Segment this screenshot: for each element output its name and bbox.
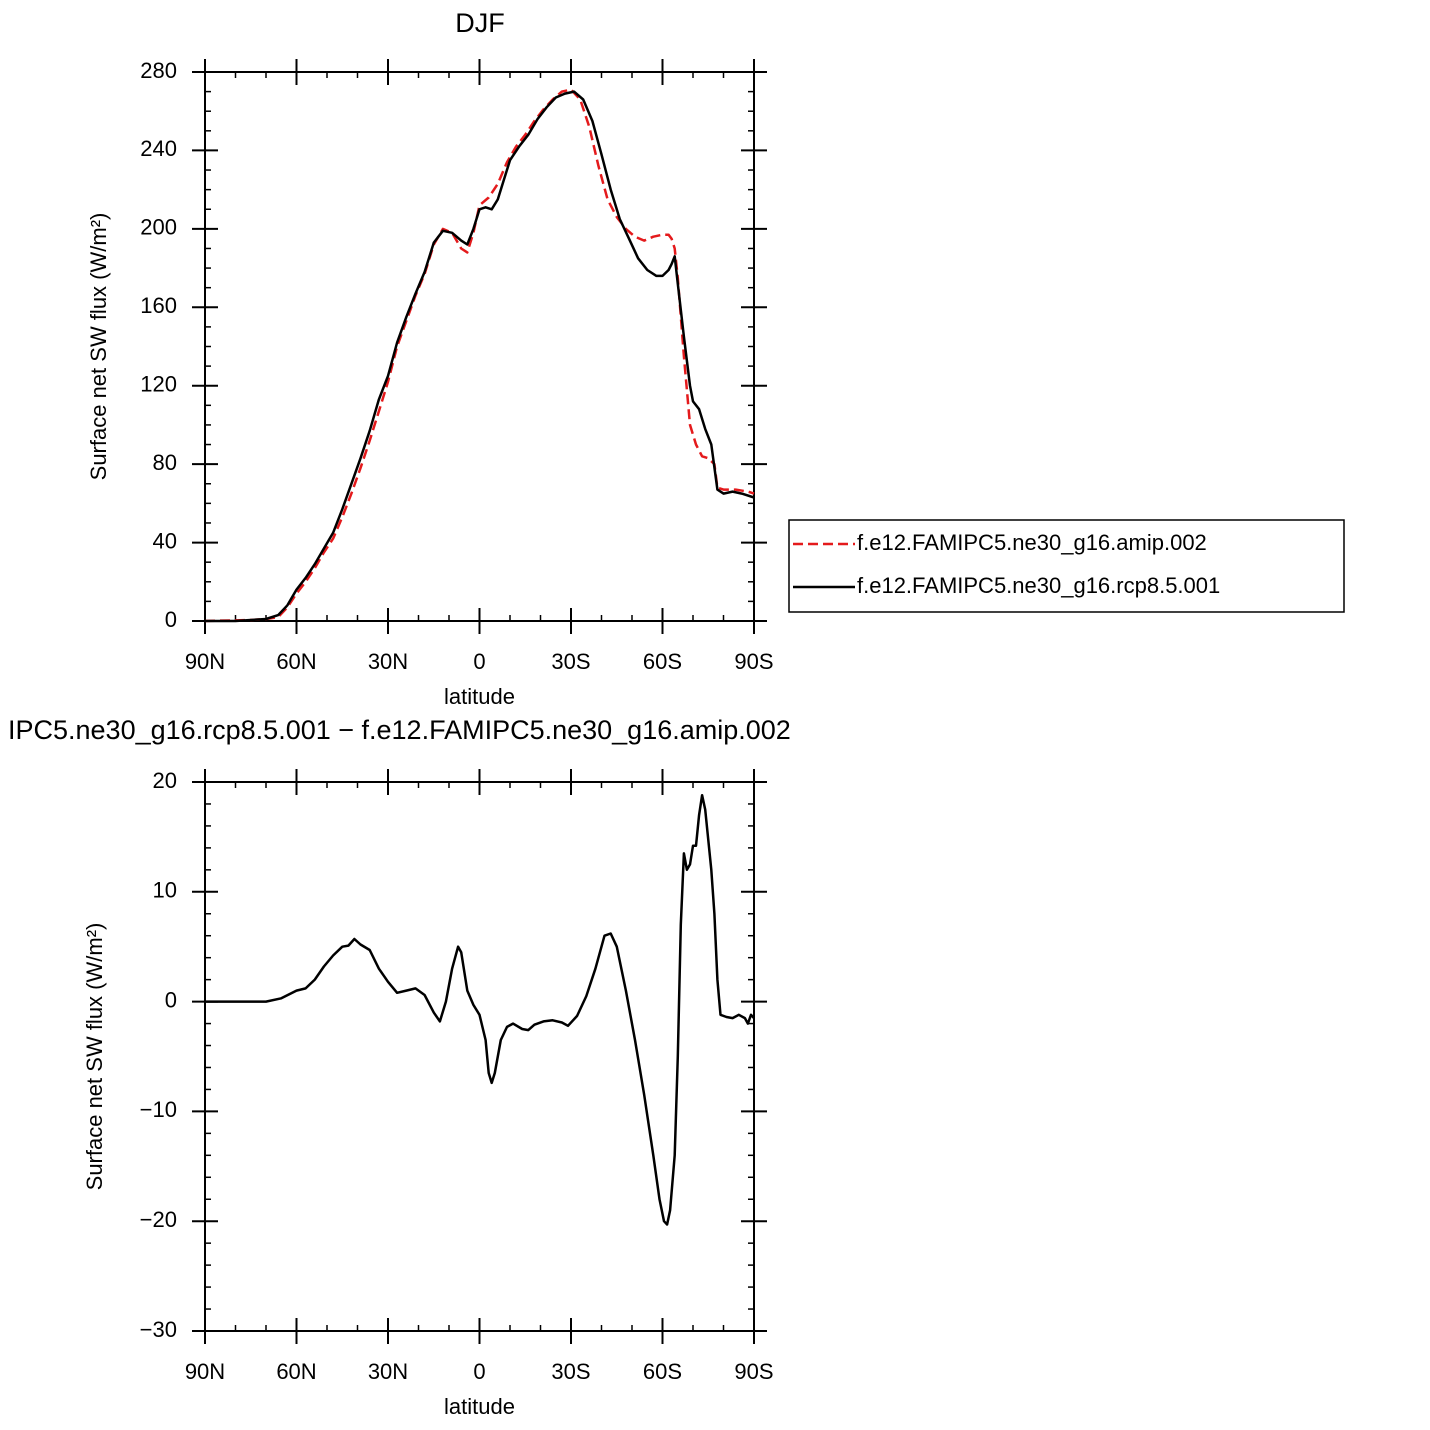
y-tick-label: −10 — [140, 1097, 177, 1122]
legend-label: f.e12.FAMIPC5.ne30_g16.rcp8.5.001 — [857, 573, 1220, 598]
y-tick-label: 20 — [153, 768, 177, 793]
x-axis-label: latitude — [444, 684, 515, 709]
series-line — [204, 88, 755, 623]
x-tick-label: 90N — [185, 649, 225, 674]
y-tick-label: 200 — [140, 215, 177, 240]
x-tick-label: 60S — [643, 1359, 682, 1384]
chart-title: IPC5.ne30_g16.rcp8.5.001 − f.e12.FAMIPC5… — [8, 715, 791, 745]
x-tick-label: 30N — [368, 649, 408, 674]
x-tick-label: 90N — [185, 1359, 225, 1384]
x-tick-label: 60N — [276, 1359, 316, 1384]
x-tick-label: 0 — [473, 649, 485, 674]
y-tick-label: 10 — [153, 878, 177, 903]
x-tick-label: 90S — [734, 649, 773, 674]
y-tick-label: 40 — [153, 528, 177, 553]
chart-title: DJF — [455, 8, 505, 38]
y-tick-label: 280 — [140, 58, 177, 83]
series-line — [205, 793, 755, 1226]
y-tick-label: 0 — [165, 607, 177, 632]
x-tick-label: 0 — [473, 1359, 485, 1384]
y-axis-label: Surface net SW flux (W/m²) — [82, 923, 107, 1191]
x-tick-label: 90S — [734, 1359, 773, 1384]
x-tick-label: 30N — [368, 1359, 408, 1384]
x-tick-label: 60S — [643, 649, 682, 674]
y-tick-label: −20 — [140, 1207, 177, 1232]
series-line — [205, 90, 755, 623]
y-tick-label: 120 — [140, 372, 177, 397]
plot-frame — [204, 781, 755, 1332]
y-tick-label: 160 — [140, 293, 177, 318]
x-tick-label: 30S — [551, 649, 590, 674]
x-axis-label: latitude — [444, 1394, 515, 1419]
y-tick-label: −30 — [140, 1317, 177, 1342]
x-tick-label: 30S — [551, 1359, 590, 1384]
legend-label: f.e12.FAMIPC5.ne30_g16.amip.002 — [857, 530, 1207, 555]
y-tick-label: 240 — [140, 136, 177, 161]
y-tick-label: 80 — [153, 450, 177, 475]
y-axis-label: Surface net SW flux (W/m²) — [86, 213, 111, 481]
plot-frame — [204, 71, 755, 622]
x-tick-label: 60N — [276, 649, 316, 674]
legend-box — [788, 519, 1345, 613]
y-tick-label: 0 — [165, 987, 177, 1012]
